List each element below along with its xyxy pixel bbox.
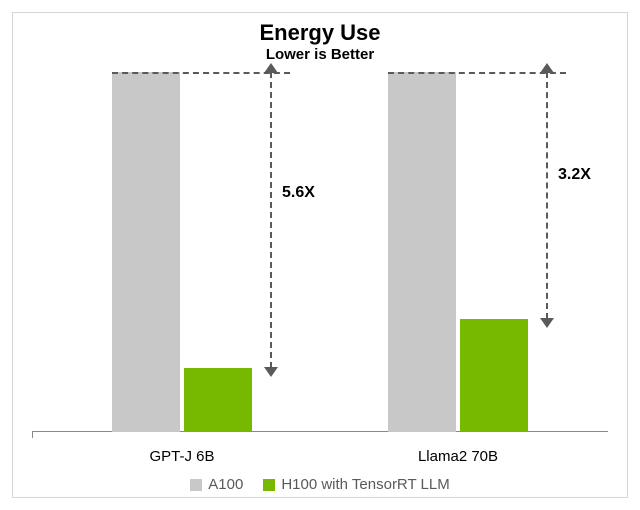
chart-subtitle: Lower is Better: [0, 46, 640, 63]
bar-h100-with-tensorrt-llm-0: [184, 368, 252, 432]
reduction-arrow-1: [546, 72, 548, 319]
axis-tick: [32, 432, 33, 438]
legend-item-0: A100: [190, 476, 243, 493]
bar-a100-0: [112, 72, 180, 432]
legend-swatch-1: [263, 479, 275, 491]
reduction-arrow-0: [270, 72, 272, 368]
bar-h100-with-tensorrt-llm-1: [460, 319, 528, 432]
arrow-head-down-1: [540, 318, 554, 328]
category-label-0: GPT-J 6B: [102, 448, 262, 465]
bar-a100-1: [388, 72, 456, 432]
legend-label-1: H100 with TensorRT LLM: [281, 476, 449, 493]
chart-title: Energy Use: [0, 20, 640, 46]
reduction-label-0: 5.6X: [282, 184, 315, 202]
arrow-head-down-0: [264, 367, 278, 377]
category-label-1: Llama2 70B: [378, 448, 538, 465]
plot-area: GPT-J 6B5.6XLlama2 70B3.2X: [32, 72, 608, 432]
legend: A100 H100 with TensorRT LLM: [0, 476, 640, 493]
legend-swatch-0: [190, 479, 202, 491]
reduction-label-1: 3.2X: [558, 166, 591, 184]
arrow-head-up-1: [540, 63, 554, 73]
legend-item-1: H100 with TensorRT LLM: [263, 476, 449, 493]
legend-label-0: A100: [208, 476, 243, 493]
arrow-head-up-0: [264, 63, 278, 73]
